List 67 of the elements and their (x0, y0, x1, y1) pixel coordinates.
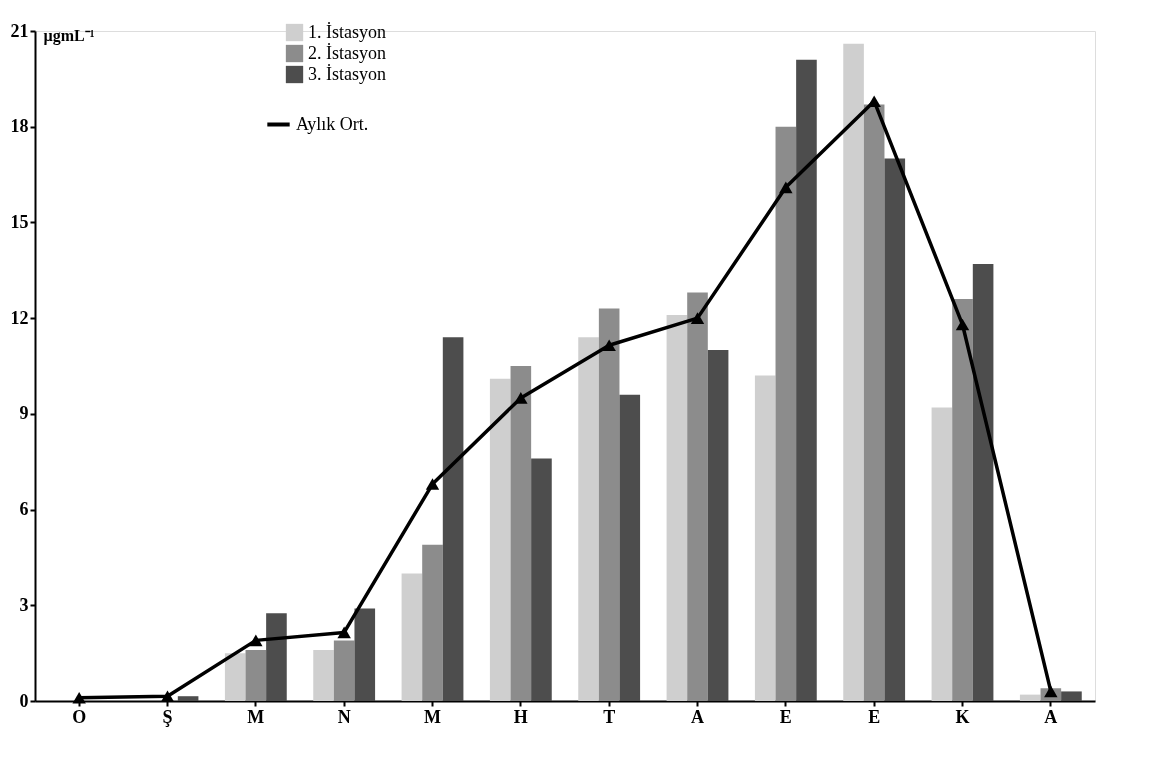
y-tick-label: 21 (10, 20, 29, 41)
point (425, 478, 440, 490)
bar (843, 43, 864, 701)
x-tick-label: N (337, 706, 351, 727)
bar (952, 299, 973, 701)
bar (972, 263, 994, 701)
bar (510, 366, 532, 701)
x-tick-label: E (868, 706, 881, 727)
x-tick-label: Ş (162, 706, 173, 727)
point (337, 626, 351, 639)
y-tick-label: 9 (19, 403, 29, 424)
x-tick-label: M (247, 706, 265, 727)
y-tick-label: 0 (19, 690, 29, 711)
y-tick-label: 15 (10, 211, 29, 232)
x-tick-label: M (424, 706, 441, 727)
bar (863, 104, 885, 701)
bar (333, 640, 355, 701)
bar (578, 337, 599, 701)
x-tick-label: A (691, 706, 704, 727)
bar (245, 649, 267, 701)
legend-label: 1. İstasyon (308, 21, 386, 42)
point (779, 181, 793, 194)
bar (1019, 694, 1041, 701)
x-tick-label: H (513, 706, 528, 727)
bar (619, 394, 641, 701)
point (249, 634, 263, 647)
point (690, 312, 705, 324)
bar (707, 350, 729, 701)
point (514, 392, 528, 404)
bar (354, 608, 376, 701)
y-tick-label: 3 (19, 594, 29, 615)
y-axis-title: µgmL⁻¹ (43, 26, 95, 45)
bar (422, 544, 443, 701)
y-tick-label: 18 (10, 116, 29, 137)
bar (775, 126, 797, 701)
x-tick-label: T (603, 706, 616, 727)
bar (313, 649, 334, 701)
bar (531, 458, 552, 701)
legend-label: 2. İstasyon (308, 42, 386, 63)
legend-label: 3. İstasyon (308, 63, 386, 84)
point (955, 318, 970, 331)
bar (666, 314, 688, 701)
bar (931, 407, 953, 701)
bar (884, 158, 906, 701)
y-tick-label: 6 (19, 499, 29, 520)
x-tick-label: E (779, 706, 792, 727)
x-tick-label: A (1044, 706, 1058, 727)
point (602, 339, 616, 352)
bar (687, 292, 708, 701)
bar (401, 573, 423, 701)
point (72, 692, 86, 704)
bar (598, 308, 620, 701)
x-tick-label: K (955, 706, 970, 727)
point (1044, 685, 1058, 698)
x-tick-label: O (72, 706, 87, 727)
bar (754, 375, 776, 701)
bar (442, 337, 464, 701)
point (160, 690, 175, 703)
y-tick-label: 12 (10, 307, 29, 328)
bar (224, 653, 246, 701)
bar (796, 59, 817, 701)
bar (266, 613, 287, 701)
bar (1061, 691, 1082, 701)
bar (489, 378, 511, 701)
bar (177, 696, 199, 701)
legend-label: Aylık Ort. (296, 113, 369, 134)
point (867, 95, 881, 107)
